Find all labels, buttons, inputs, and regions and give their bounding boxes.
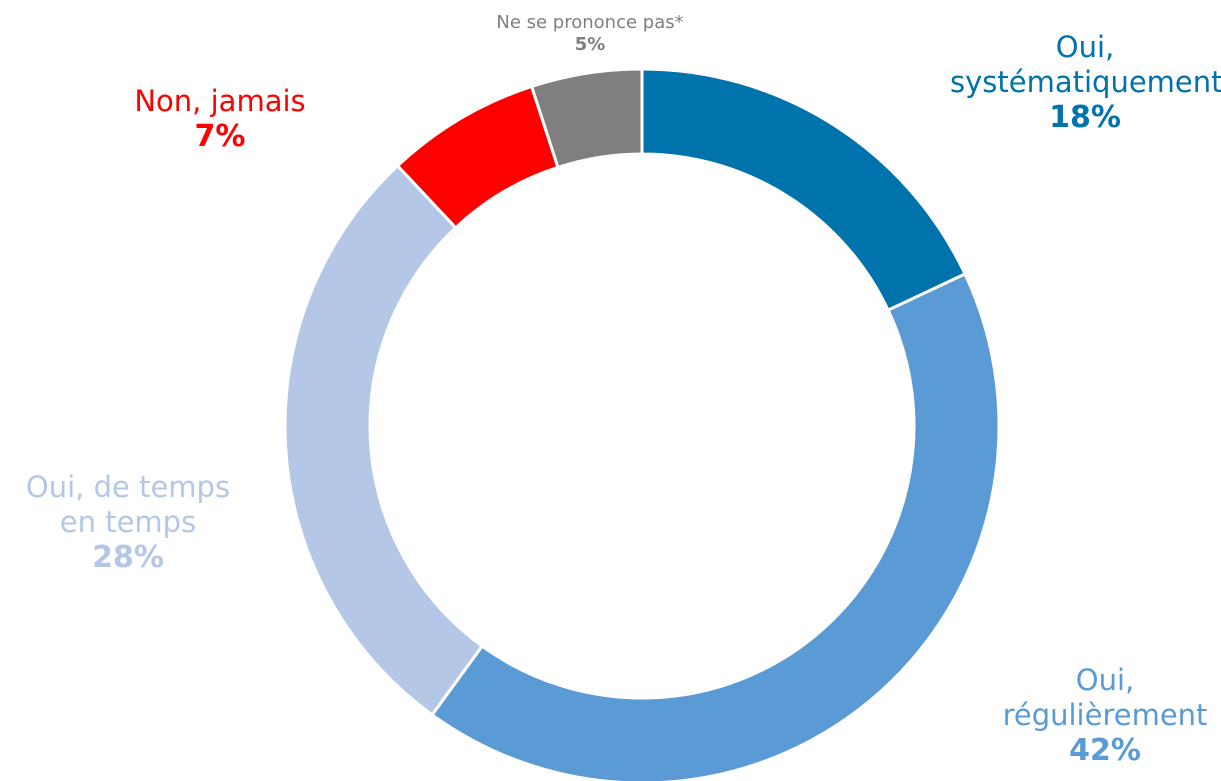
label-oui-systematiquement: Oui, systématiquement 18%: [950, 30, 1221, 136]
donut-slice-1: [430, 272, 1001, 781]
value-non-jamais: 7%: [194, 118, 246, 154]
donut-slice-0: [640, 67, 968, 313]
label-oui-regulierement-line1: Oui,: [1075, 663, 1135, 697]
label-oui-regulierement: Oui, régulièrement 42%: [990, 663, 1220, 769]
label-oui-systematiquement-line2: systématiquement: [950, 64, 1221, 99]
label-ne-se-prononce-pas-line1: Ne se prononce pas*: [496, 12, 684, 33]
label-ne-se-prononce-pas: Ne se prononce pas* 5%: [440, 12, 740, 55]
donut-slice-2: [283, 163, 485, 717]
label-oui-de-temps-en-temps-line2: en temps: [59, 504, 197, 539]
value-oui-de-temps-en-temps: 28%: [92, 539, 164, 575]
donut-slice-4: [529, 67, 644, 170]
label-oui-de-temps-en-temps: Oui, de temps en temps 28%: [0, 470, 256, 576]
label-oui-regulierement-line2: régulièrement: [1002, 697, 1208, 732]
value-oui-systematiquement: 18%: [1049, 99, 1121, 135]
value-oui-regulierement: 42%: [1069, 732, 1141, 768]
value-ne-se-prononce-pas: 5%: [574, 33, 606, 55]
label-oui-systematiquement-line1: Oui,: [1055, 30, 1115, 64]
label-non-jamais: Non, jamais 7%: [100, 84, 340, 155]
label-non-jamais-line1: Non, jamais: [134, 84, 306, 118]
label-oui-de-temps-en-temps-line1: Oui, de temps: [25, 470, 231, 504]
